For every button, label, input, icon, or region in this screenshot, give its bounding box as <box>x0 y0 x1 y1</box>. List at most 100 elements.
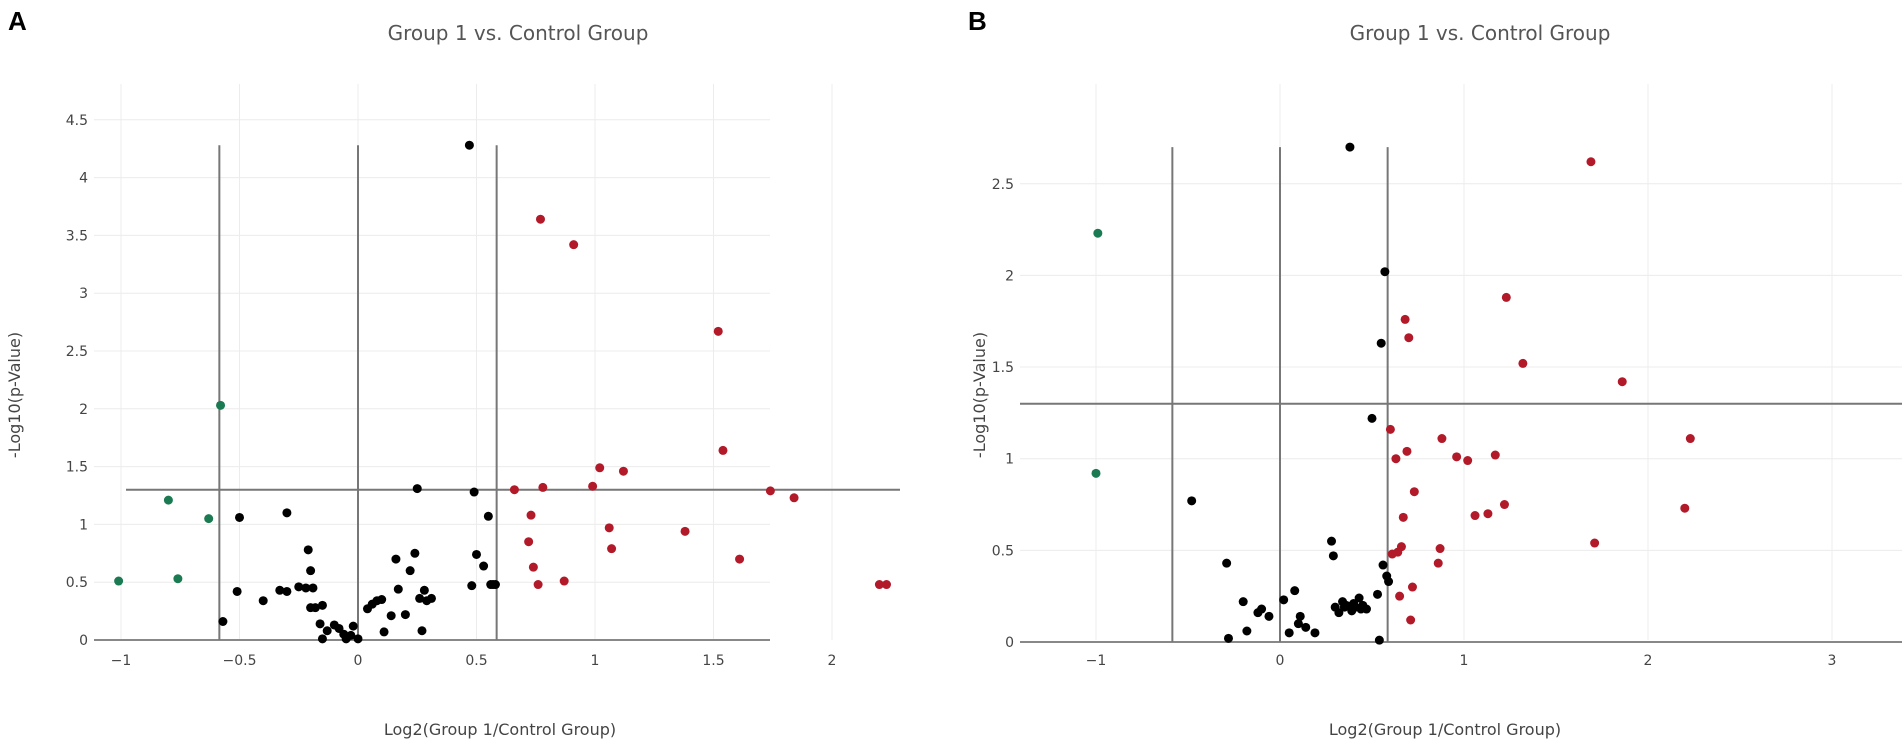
panel-a-y-tick-label: 2 <box>79 402 88 418</box>
panel-b-point-up <box>1406 615 1416 625</box>
panel-a-point-ns <box>258 596 268 606</box>
panel-b-point-up <box>1483 509 1493 519</box>
panel-a-point-ns <box>232 586 242 596</box>
panel-a-point-ns <box>472 549 481 559</box>
panel-a-point-ns <box>386 611 396 621</box>
panel-a-point-ns <box>282 586 292 596</box>
panel-b-point-up <box>1437 434 1447 444</box>
panel-a-point-ns <box>410 548 420 558</box>
panel-a-point-up <box>524 537 534 547</box>
panel-b-point-ns <box>1257 604 1267 614</box>
panel-a-point-ns <box>426 593 436 603</box>
panel-b-point-ns <box>1341 600 1351 610</box>
panel-a-point-up <box>509 485 519 495</box>
panel-b-x-tick-label: 3 <box>1828 653 1837 669</box>
panel-b-point-ns <box>1279 595 1289 605</box>
panel-b-x-tick-label: 0 <box>1276 653 1285 669</box>
panel-a-point-ns <box>353 634 363 644</box>
panel-b-point-up <box>1433 558 1443 568</box>
panel-b-point-ns <box>1187 496 1197 506</box>
panel-b-label: B <box>968 6 987 36</box>
panel-a-point-ns <box>479 561 489 571</box>
panel-a-point-up <box>588 481 598 491</box>
panel-a-point-up <box>735 554 745 564</box>
panel-a-point-up <box>618 466 628 476</box>
panel-a-point-up <box>595 463 605 473</box>
panel-b-point-up <box>1470 511 1480 521</box>
panel-b-point-ns <box>1380 267 1390 277</box>
panel-b-point-ns <box>1293 619 1303 629</box>
panel-a-point-ns <box>235 512 244 522</box>
panel-a-point-up <box>569 240 579 250</box>
panel-a-point-ns <box>405 566 415 576</box>
panel-a-point-ns <box>467 581 477 591</box>
panel-a-point-ns <box>322 626 332 636</box>
panel-b-y-tick-label: 1.5 <box>992 360 1014 376</box>
panel-b-point-ns <box>1345 142 1355 152</box>
panel-b-point-ns <box>1376 338 1386 348</box>
panel-a-y-tick-label: 4.5 <box>66 113 88 129</box>
panel-a-point-ns <box>317 600 327 610</box>
panel-a-point-ns <box>379 627 389 637</box>
panel-a-point-up <box>559 576 569 586</box>
panel-b-point-ns <box>1290 586 1300 596</box>
panel-a-point-up <box>789 493 799 503</box>
panel-a-y-tick-label: 1 <box>79 517 88 533</box>
panel-a-point-ns <box>412 484 422 494</box>
panel-a-point-ns <box>391 554 401 564</box>
panel-b-y-tick-label: 0.5 <box>992 543 1014 559</box>
panel-b-point-up <box>1463 456 1473 466</box>
panel-a-point-ns <box>393 584 403 594</box>
panel-a-point-ns <box>306 566 316 576</box>
panel-a-x-tick-label: −0.5 <box>223 653 257 669</box>
panel-a-point-ns <box>294 582 304 592</box>
panel-a-y-tick-label: 0.5 <box>66 575 88 591</box>
panel-a-point-ns <box>483 511 493 521</box>
panel-b-point-ns <box>1378 560 1388 570</box>
panel-a-point-ns <box>315 619 325 629</box>
panel-a-x-tick-label: 2 <box>828 653 837 669</box>
panel-b-point-down <box>1091 468 1101 478</box>
panel-a-point-up <box>718 445 728 455</box>
panel-a-y-tick-label: 4 <box>79 171 88 187</box>
panel-a-point-ns <box>317 634 327 644</box>
panel-a-x-tick-label: 1.5 <box>702 653 724 669</box>
panel-b-y-tick-label: 2.5 <box>992 177 1014 193</box>
panel-a-point-up <box>604 523 614 533</box>
panel-b-point-up <box>1499 500 1509 510</box>
panel-b-point-ns <box>1334 608 1344 618</box>
panel-a-point-up <box>533 580 543 590</box>
panel-a-point-down <box>163 495 173 505</box>
panel-b-point-up <box>1490 450 1500 460</box>
panel-b-point-ns <box>1374 635 1384 645</box>
panel-b-point-up <box>1385 424 1395 434</box>
panel-b-point-ns <box>1222 558 1232 568</box>
panel-b-x-axis-label: Log2(Group 1/Control Group) <box>1329 720 1561 739</box>
panel-b-point-up <box>1435 544 1445 554</box>
panel-b-point-ns <box>1373 589 1383 599</box>
panel-a-point-ns <box>301 583 311 593</box>
panel-b-point-ns <box>1238 597 1248 607</box>
panel-a-point-down <box>204 514 214 524</box>
panel-a-x-tick-label: 0.5 <box>465 653 487 669</box>
panel-a-x-axis-label: Log2(Group 1/Control Group) <box>384 720 616 739</box>
panel-a-point-ns <box>464 140 474 150</box>
panel-a-point-up <box>607 544 617 554</box>
panel-b-point-up <box>1586 157 1596 167</box>
panel-a-point-up <box>765 486 775 496</box>
panel-b-point-up <box>1407 582 1417 592</box>
panel-b-point-up <box>1402 446 1412 456</box>
panel-a-point-ns <box>303 545 313 555</box>
panel-a-point-down <box>216 400 226 410</box>
panel-b-point-up <box>1395 591 1405 601</box>
panel-a-y-axis-label: -Log10(p-Value) <box>5 332 24 458</box>
panel-b-point-ns <box>1301 622 1311 632</box>
panel-a-title: Group 1 vs. Control Group <box>388 21 649 45</box>
panel-a-x-tick-label: 0 <box>354 653 363 669</box>
panel-b-y-tick-label: 0 <box>1005 635 1014 651</box>
panel-b-x-tick-label: −1 <box>1086 653 1107 669</box>
panel-a-label: A <box>8 6 27 36</box>
panel-b-point-up <box>1400 314 1410 324</box>
panel-a-point-ns <box>282 508 292 518</box>
panel-a-point-up <box>528 562 538 572</box>
